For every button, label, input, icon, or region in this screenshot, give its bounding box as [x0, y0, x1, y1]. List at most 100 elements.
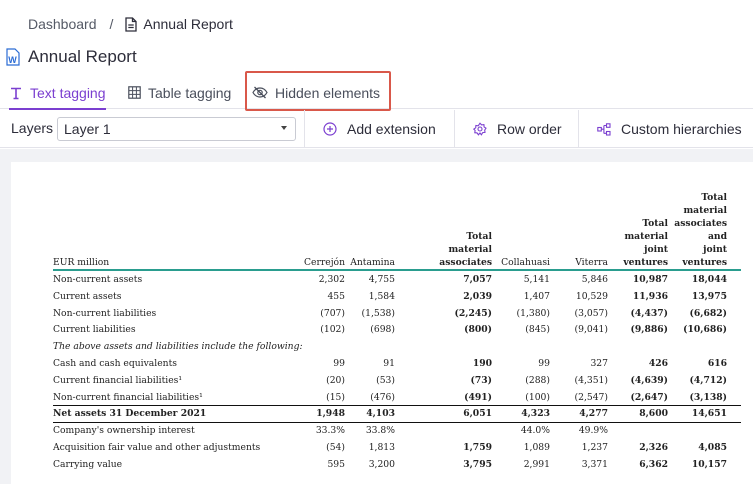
- table-cell: 99: [538, 357, 550, 369]
- table-cell: (707): [320, 307, 345, 319]
- row-order-button[interactable]: Row order: [473, 110, 562, 148]
- table-cell: (4,351): [574, 374, 608, 386]
- row-label: Current assets: [53, 290, 122, 302]
- table-cell: 4,755: [368, 274, 395, 285]
- toolbar: Layers Layer 1 Add extension Row order C…: [0, 110, 753, 148]
- column-header: Total material associates and joint ventures: [674, 191, 727, 269]
- layer-select[interactable]: Layer 1: [57, 117, 296, 141]
- table-row[interactable]: Current assets 455 1,584 2,039 1,407 10,529 11…: [53, 288, 741, 305]
- add-extension-button[interactable]: Add extension: [323, 110, 436, 148]
- column-header-line: associates: [674, 218, 727, 229]
- table-cell: 4,085: [698, 441, 727, 453]
- table-cell: (9,886): [630, 324, 668, 336]
- tab-table-tagging[interactable]: Table tagging: [128, 76, 231, 109]
- table-cell: 10,157: [691, 458, 727, 470]
- gear-flower-icon: [473, 122, 487, 136]
- table-cell: (1,538): [361, 307, 395, 319]
- table-cell: (4,437): [630, 307, 668, 319]
- table-cell: (53): [376, 374, 395, 386]
- table-row[interactable]: Cash and cash equivalents 99 91 190 99 327 426…: [53, 355, 741, 372]
- table-cell: 4,103: [366, 408, 395, 420]
- table-row[interactable]: Non-current financial liabilities¹ (15) (4…: [53, 389, 741, 406]
- column-header-line: Total: [642, 218, 668, 229]
- document-page[interactable]: EUR million Cerrejón Antamina Total materia…: [11, 162, 753, 484]
- table-cell: (800): [464, 324, 492, 336]
- table-cell: 33.8%: [365, 425, 395, 437]
- tab-hidden-elements[interactable]: Hidden elements: [252, 76, 380, 109]
- table-cell: 91: [383, 357, 395, 369]
- chevron-down-icon: [281, 126, 287, 130]
- table-cell: 1,089: [523, 441, 550, 453]
- toolbar-divider: [578, 110, 579, 148]
- table-cell: (73): [470, 374, 492, 386]
- toolbar-divider: [454, 110, 455, 148]
- column-header-line: Total: [466, 231, 492, 242]
- tab-hidden-elements-label: Hidden elements: [275, 84, 381, 101]
- row-label: Non-current assets: [53, 274, 143, 285]
- row-label: Current financial liabilities¹: [53, 374, 183, 386]
- table-cell: (1,380): [516, 307, 550, 319]
- table-cell: 5,846: [581, 274, 608, 285]
- table-cell: (9,041): [574, 324, 608, 336]
- table-cell: 595: [327, 458, 345, 470]
- table-cell: (20): [326, 374, 345, 386]
- word-document-icon: W: [6, 48, 20, 66]
- row-order-label: Row order: [497, 121, 562, 137]
- table-row[interactable]: Company's ownership interest 33.3% 33.8% 44…: [53, 422, 741, 439]
- table-row[interactable]: Non-current assets 2,302 4,755 7,057 5,141 5,…: [53, 271, 741, 288]
- table-cell: (102): [320, 324, 345, 336]
- table-cell: 616: [707, 357, 727, 369]
- table-cell: (4,712): [689, 374, 727, 386]
- table-cell: (2,647): [630, 391, 668, 403]
- table-body: Non-current assets 2,302 4,755 7,057 5,141 5,…: [53, 271, 741, 473]
- document-canvas[interactable]: EUR million Cerrejón Antamina Total materia…: [0, 149, 753, 484]
- table-cell: 3,795: [463, 458, 492, 470]
- table-cell: 2,302: [318, 274, 345, 285]
- row-label: Cash and cash equivalents: [53, 357, 177, 369]
- column-header: Cerrejón: [304, 257, 345, 268]
- table-row[interactable]: Current liabilities (102) (698) (800) (845) (…: [53, 321, 741, 338]
- column-header-line: material: [448, 244, 492, 255]
- table-cell: (845): [525, 324, 550, 336]
- tab-bar: Text tagging Table tagging Hidden elemen…: [0, 76, 753, 110]
- table-row[interactable]: Current financial liabilities¹ (20) (53) (7…: [53, 372, 741, 389]
- column-header-line: joint: [644, 244, 668, 255]
- row-label: Non-current liabilities: [53, 307, 157, 319]
- table-cell: 4,323: [521, 408, 550, 420]
- table-cell: 1,407: [523, 290, 550, 302]
- table-cell: 1,813: [368, 441, 395, 453]
- column-header-line: material: [624, 231, 668, 242]
- table-row[interactable]: The above assets and liabilities include…: [53, 338, 741, 355]
- page-title: Annual Report: [28, 47, 137, 66]
- header-rule: [53, 269, 741, 271]
- table-cell: 1,584: [368, 290, 395, 302]
- table-cell: 14,651: [691, 408, 727, 420]
- layer-select-value: Layer 1: [64, 121, 111, 137]
- row-rule: [53, 405, 741, 407]
- table-row[interactable]: Non-current liabilities (707) (1,538) (2,24…: [53, 305, 741, 322]
- breadcrumb-dashboard-link[interactable]: Dashboard: [28, 16, 97, 32]
- table-cell: 4,277: [579, 408, 608, 420]
- column-header-line: joint: [703, 244, 727, 255]
- table-row[interactable]: Carrying value 595 3,200 3,795 2,991 3,371 6,3…: [53, 456, 741, 473]
- table-cell: (3,057): [574, 307, 608, 319]
- table-cell: 6,051: [463, 408, 492, 420]
- table-cell: 6,362: [639, 458, 668, 470]
- table-row[interactable]: Net assets 31 December 2021 1,948 4,103 6,0…: [53, 405, 741, 422]
- page-title-row: W Annual Report: [6, 44, 137, 70]
- table-cell: 18,044: [691, 274, 727, 285]
- row-label: Carrying value: [53, 458, 123, 470]
- column-header: Antamina: [350, 257, 395, 268]
- tab-table-tagging-label: Table tagging: [148, 84, 232, 101]
- unit-label: EUR million: [53, 257, 110, 268]
- custom-hierarchies-button[interactable]: Custom hierarchies: [597, 110, 742, 148]
- table-row[interactable]: Acquisition fair value and other adjustm…: [53, 439, 741, 456]
- table-cell: 190: [472, 357, 492, 369]
- table-cell: 3,200: [368, 458, 395, 470]
- table-cell: (15): [326, 391, 345, 403]
- add-extension-label: Add extension: [347, 121, 436, 137]
- table-cell: 455: [327, 290, 345, 302]
- tab-text-tagging[interactable]: Text tagging: [9, 76, 106, 110]
- table-cell: 7,057: [463, 274, 492, 285]
- column-header: Viterra: [575, 257, 608, 268]
